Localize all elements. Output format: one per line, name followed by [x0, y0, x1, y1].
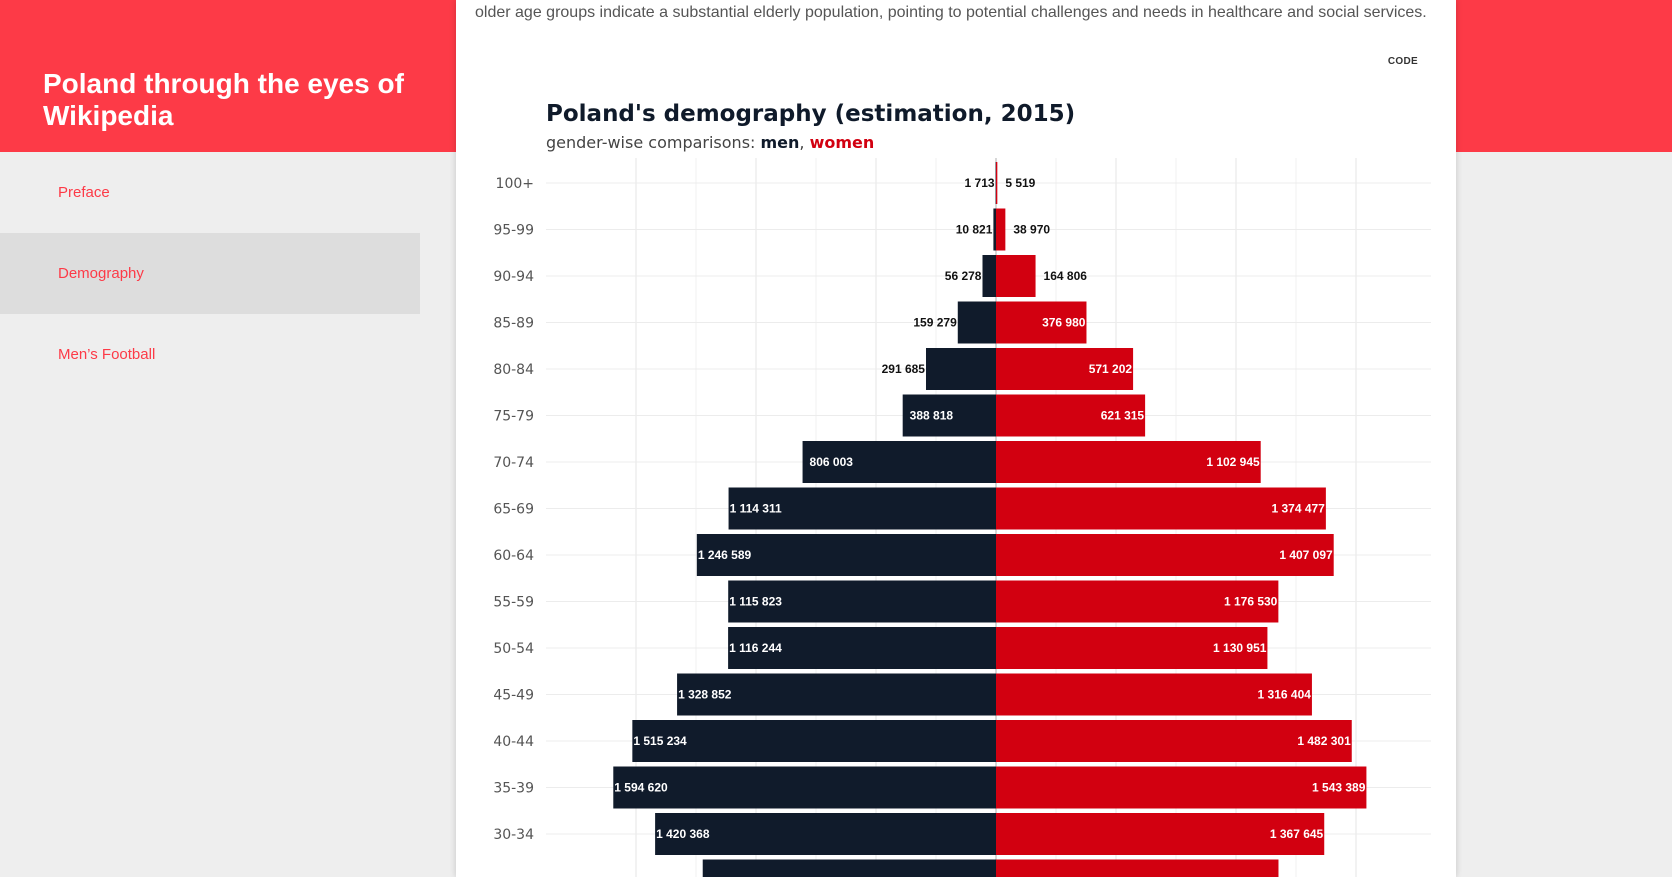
y-tick-label: 40-44: [493, 734, 534, 750]
bar-women: [996, 673, 1312, 716]
y-tick-label: 85-89: [493, 316, 534, 332]
bar-women: [996, 301, 1087, 344]
y-tick-label: 35-39: [493, 781, 534, 797]
bar-women: [996, 813, 1325, 855]
data-label-women: 1 316 404: [1258, 688, 1312, 702]
chart-labels: 100+ 95-99 90-94 85-89 80-84 75-79 70-74 65-69 6…: [493, 176, 1365, 843]
y-tick-label: 30-34: [493, 827, 534, 843]
bar-women: [996, 627, 1268, 669]
data-label-women: 376 980: [1042, 316, 1086, 330]
data-label-men: 1 420 368: [656, 827, 710, 841]
data-label-men: 159 279: [913, 316, 957, 330]
bar-women: [996, 208, 1006, 251]
bar-women: [996, 766, 1367, 809]
intro-text: older age groups indicate a substantial …: [475, 4, 1427, 21]
bar-men: [982, 255, 996, 297]
data-label-women: 38 970: [1013, 223, 1050, 237]
data-label-women: 164 806: [1044, 269, 1088, 283]
bar-men: [632, 720, 996, 762]
main-content: older age groups indicate a substantial …: [456, 0, 1456, 877]
data-label-men: 388 818: [910, 409, 954, 423]
y-tick-label: 55-59: [493, 595, 534, 611]
bar-men: [696, 534, 996, 576]
y-tick-label: 60-64: [493, 548, 534, 564]
y-tick-label: 75-79: [493, 409, 534, 425]
y-tick-label: 45-49: [493, 688, 534, 704]
data-label-women: 1 374 477: [1271, 502, 1325, 516]
data-label-men: 1 116 244: [729, 641, 782, 655]
data-label-men: 806 003: [810, 455, 854, 469]
nav-item-mens-football[interactable]: Men’s Football: [0, 314, 420, 395]
data-label-women: 1 407 097: [1279, 548, 1333, 562]
data-label-men: 1 115 823: [729, 595, 782, 609]
bar-men: [993, 208, 996, 251]
nav-item-label: Men’s Football: [58, 346, 156, 363]
bar-women: [996, 534, 1334, 576]
data-label-men: 1 713: [965, 176, 995, 190]
nav-item-preface[interactable]: Preface: [0, 152, 420, 233]
nav-item-label: Preface: [58, 184, 110, 201]
nav-item-demography[interactable]: Demography: [0, 233, 420, 314]
population-pyramid-chart: Poland's demography (estimation, 2015) g…: [493, 101, 1431, 877]
data-label-women: 1 176 530: [1224, 595, 1278, 609]
sidebar-nav: Preface Demography Men’s Football: [0, 152, 420, 395]
bar-men: [655, 813, 996, 855]
bar-men: [925, 348, 996, 390]
data-label-women: 1 130 951: [1213, 641, 1267, 655]
y-tick-label: 80-84: [493, 362, 534, 378]
bar-women: [996, 441, 1261, 483]
bar-men: [613, 766, 996, 809]
data-label-women: 571 202: [1089, 362, 1133, 376]
bar-women: [996, 487, 1326, 530]
bar-men: [728, 580, 996, 623]
chart-bars: [613, 162, 1367, 877]
data-label-women: 1 543 389: [1312, 781, 1366, 795]
bar-women: [996, 580, 1279, 623]
legend-men: men: [761, 133, 800, 152]
chart-subtitle-sep: ,: [799, 133, 809, 152]
bar-women: [996, 255, 1036, 297]
chart-subtitle: gender-wise comparisons: men, women: [546, 133, 874, 152]
bar-men: [995, 162, 997, 204]
y-tick-label: 50-54: [493, 641, 534, 657]
bar-men: [728, 487, 996, 530]
data-label-women: 1 102 945: [1206, 455, 1260, 469]
y-tick-label: 100+: [496, 176, 534, 192]
y-tick-label: 95-99: [493, 223, 534, 239]
bar-women: [996, 162, 998, 204]
data-label-men: 291 685: [882, 362, 926, 376]
data-label-women: 5 519: [1005, 176, 1035, 190]
data-label-men: 1 114 311: [730, 502, 782, 516]
bar-women: [996, 394, 1146, 437]
nav-item-label: Demography: [58, 265, 144, 282]
bar-men: [728, 627, 996, 669]
code-button[interactable]: CODE: [1387, 56, 1418, 67]
bar-men: [677, 673, 996, 716]
data-label-men: 10 821: [956, 223, 993, 237]
legend-women: women: [810, 133, 875, 152]
site-title: Poland through the eyes of Wikipedia: [43, 68, 404, 131]
data-label-women: 621 315: [1101, 409, 1145, 423]
chart-title: Poland's demography (estimation, 2015): [546, 101, 1075, 127]
y-tick-label: 90-94: [493, 269, 534, 285]
data-label-men: 1 246 589: [698, 548, 752, 562]
bar-women: [996, 348, 1134, 390]
data-label-men: 56 278: [945, 269, 982, 283]
data-label-women: 1 482 301: [1297, 734, 1351, 748]
data-label-men: 1 515 234: [633, 734, 687, 748]
bar-men: [902, 394, 996, 437]
bar-women: [996, 720, 1352, 762]
bar-men: [702, 859, 996, 877]
y-tick-label: 65-69: [493, 502, 534, 518]
data-label-men: 1 594 620: [614, 781, 668, 795]
bar-women: [996, 859, 1279, 877]
chart-subtitle-prefix: gender-wise comparisons:: [546, 133, 761, 152]
bar-men: [802, 441, 996, 483]
bar-men: [957, 301, 996, 344]
data-label-women: 1 367 645: [1270, 827, 1324, 841]
y-tick-label: 70-74: [493, 455, 534, 471]
data-label-men: 1 328 852: [678, 688, 732, 702]
